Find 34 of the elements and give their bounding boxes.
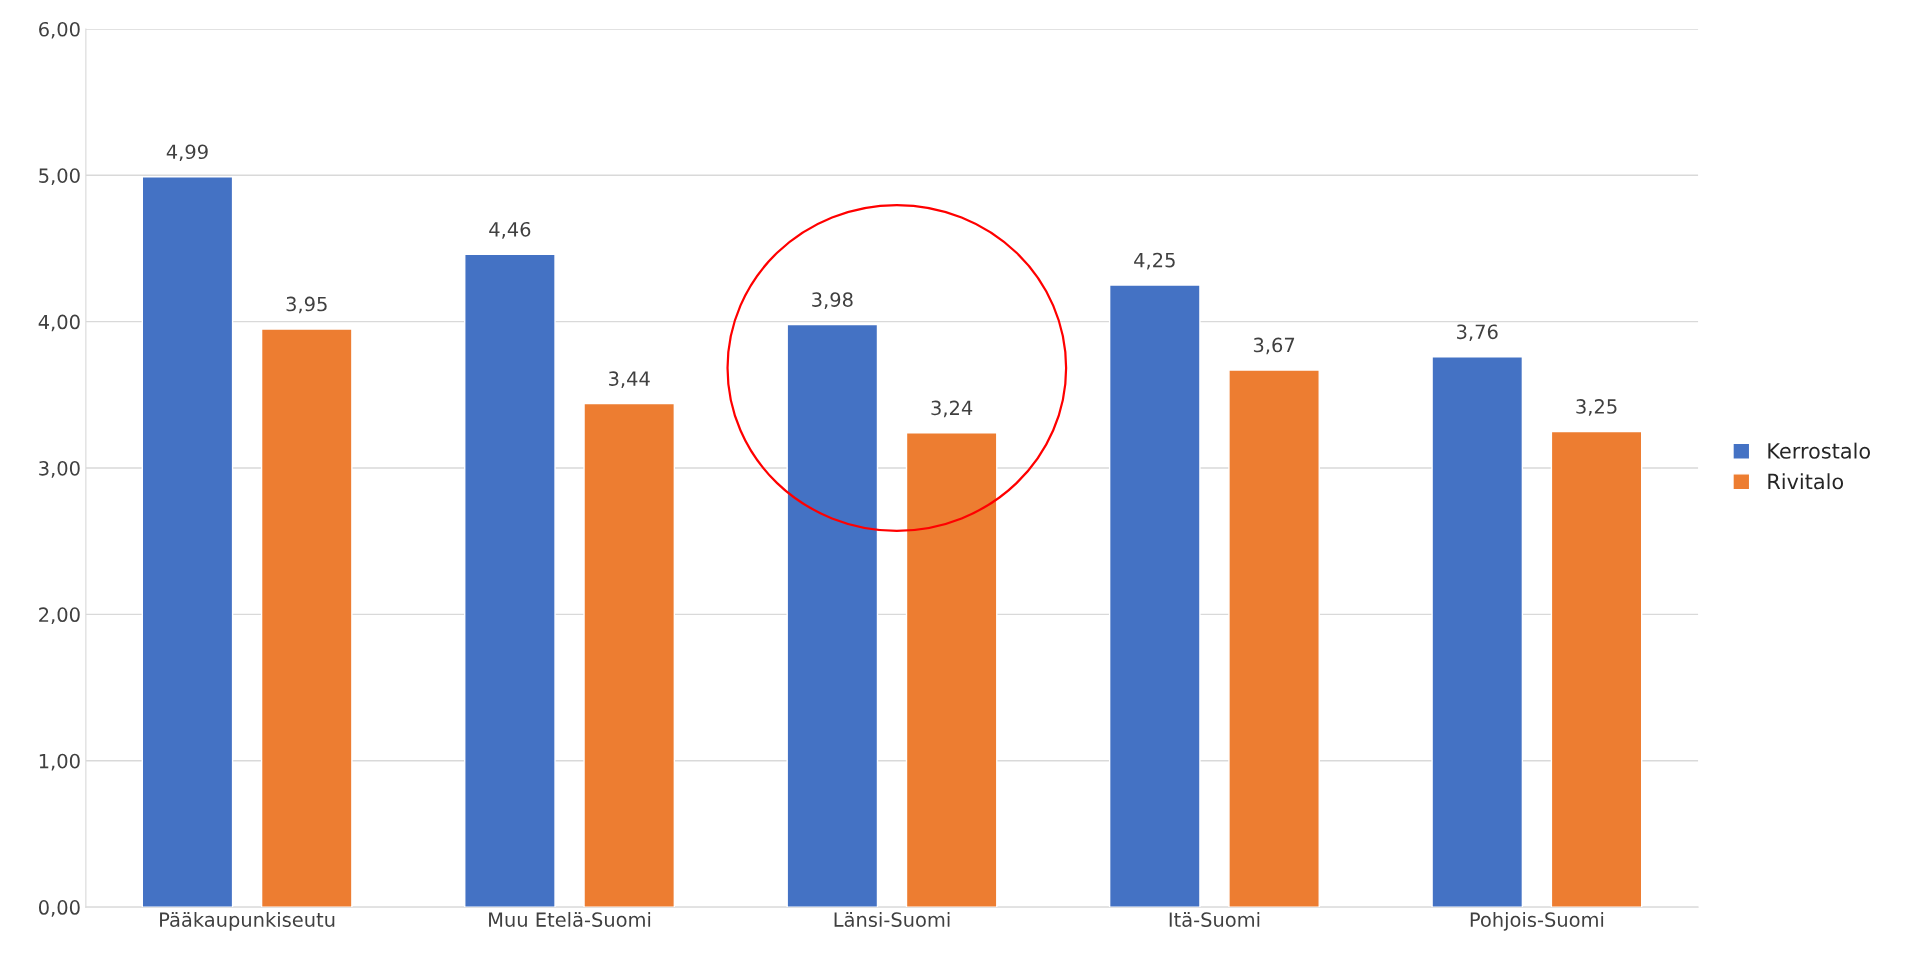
x-tick-label: Itä-Suomi — [1169, 911, 1260, 928]
bar — [1108, 284, 1201, 908]
x-tick-label: Länsi-Suomi — [834, 911, 950, 928]
x-tick-label: Pohjois-Suomi — [1470, 911, 1604, 931]
data-label: 3,24 — [931, 400, 973, 418]
y-tick-label: 6,00 — [39, 21, 80, 39]
bar — [464, 253, 556, 908]
y-tick-label: 4,00 — [38, 314, 80, 332]
y-tick-label: 2,00 — [39, 607, 80, 625]
data-label: 4,99 — [166, 144, 208, 162]
data-label: 3,67 — [1253, 337, 1295, 355]
data-label: 4,46 — [489, 221, 531, 239]
bar — [905, 432, 998, 908]
bar — [141, 176, 234, 908]
data-label: 3,95 — [286, 296, 327, 314]
bar — [786, 323, 879, 908]
data-label: 3,25 — [1576, 399, 1617, 416]
y-tick-label: 0,00 — [38, 900, 80, 917]
y-tick-label: 5,00 — [39, 168, 80, 185]
y-tick-label: 3,00 — [39, 460, 80, 478]
bar — [1228, 369, 1320, 908]
x-tick-label: Muu Etelä-Suomi — [489, 911, 651, 928]
y-tick-label: 1,00 — [39, 753, 80, 771]
legend-label: Rivitalo — [1768, 473, 1844, 490]
legend-label: Kerrostalo — [1768, 442, 1870, 459]
bar — [1431, 356, 1524, 908]
data-label: 4,25 — [1134, 252, 1175, 270]
data-label: 3,44 — [609, 371, 650, 388]
bar — [260, 328, 353, 908]
bar — [583, 402, 676, 908]
data-label: 3,98 — [812, 292, 853, 309]
data-label: 3,76 — [1457, 324, 1498, 342]
bar — [1550, 430, 1643, 908]
x-tick-label: Pääkaupunkiseutu — [160, 911, 335, 931]
